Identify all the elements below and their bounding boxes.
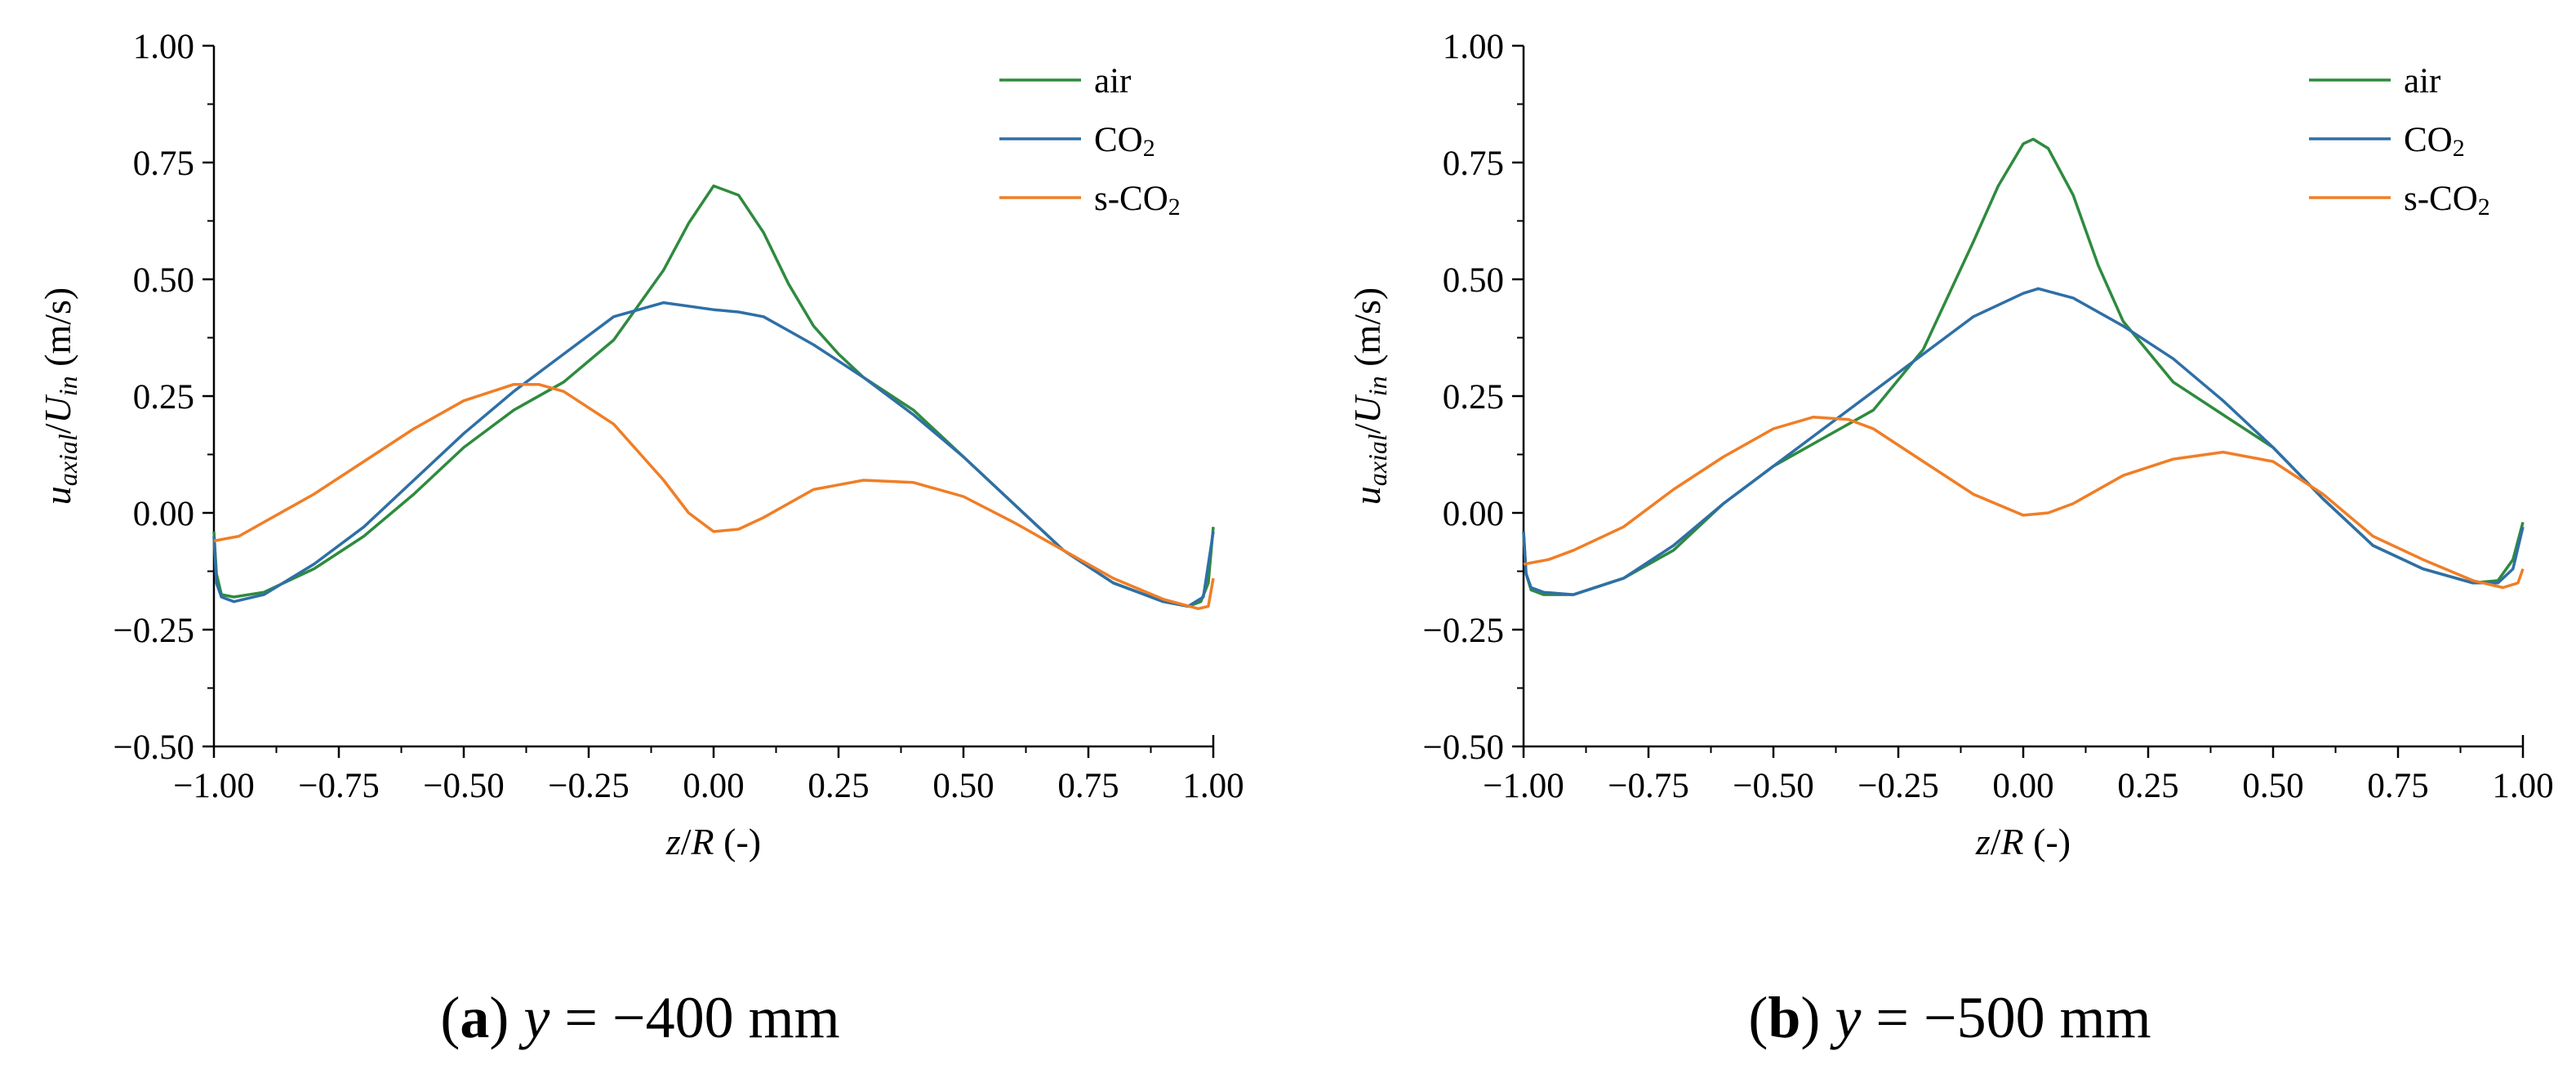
y-axis-label: uaxial/Uin (m/s): [37, 287, 82, 506]
x-tick-label: −1.00: [1483, 767, 1564, 805]
x-axis-label: z/R (-): [1975, 821, 2071, 862]
chart-panel-a: −1.00 −0.75 −0.50 −0.25 0.00 0.25 0.50 0.75 1.00…: [37, 28, 1244, 1050]
x-tick-label: 0.00: [1992, 767, 2053, 805]
panel-caption: (b) y = −500 mm: [1748, 985, 2151, 1050]
y-tick-label: 0.25: [133, 378, 194, 417]
x-tick-label: 0.50: [932, 767, 994, 805]
legend-label: air: [2404, 62, 2440, 100]
y-tick-label: 1.00: [1443, 28, 1504, 66]
x-tick-label: 0.75: [1057, 767, 1119, 805]
y-axis-label: uaxial/Uin (m/s): [1346, 287, 1392, 506]
y-tick-label: 0.75: [1443, 145, 1504, 183]
x-tick-label: −0.25: [1857, 767, 1939, 805]
y-tick-label: 0.00: [1443, 495, 1504, 533]
x-tick-label: 1.00: [2492, 767, 2553, 805]
panel-caption: (a) y = −400 mm: [440, 985, 839, 1050]
series-line-air: [1522, 137, 2525, 596]
series-line-co2: [1522, 287, 2525, 596]
x-axis-label: z/R (-): [665, 821, 761, 862]
series-line-co2: [212, 301, 1215, 608]
y-tick-label: −0.25: [1422, 612, 1504, 650]
legend-label: s-CO2: [1094, 180, 1181, 221]
legend-label: air: [1094, 62, 1131, 100]
x-tick-label: −0.25: [548, 767, 630, 805]
x-tick-label: 0.75: [2367, 767, 2428, 805]
x-tick-label: 0.00: [683, 767, 744, 805]
x-tick-label: −0.75: [1608, 767, 1689, 805]
y-tick-label: 0.50: [1443, 261, 1504, 300]
legend-label: CO2: [2404, 121, 2465, 162]
series-line-s-co2: [213, 382, 1215, 611]
legend-label: s-CO2: [2404, 180, 2490, 221]
x-tick-label: −1.00: [173, 767, 255, 805]
y-tick-label: −0.25: [113, 612, 194, 650]
y-tick-label: 0.25: [1443, 378, 1504, 417]
legend-label: CO2: [1094, 121, 1155, 162]
y-tick-label: 0.50: [133, 261, 194, 300]
x-tick-label: 0.25: [808, 767, 869, 805]
chart-panel-b: −1.00 −0.75 −0.50 −0.25 0.00 0.25 0.50 0.75 1.00…: [1346, 28, 2554, 1050]
x-tick-label: 1.00: [1182, 767, 1244, 805]
y-tick-label: 0.00: [133, 495, 194, 533]
y-tick-label: 0.75: [133, 145, 194, 183]
x-tick-label: 0.25: [2117, 767, 2178, 805]
series-line-air: [212, 184, 1215, 608]
y-tick-label: −0.50: [1422, 728, 1504, 767]
x-tick-label: −0.50: [423, 767, 505, 805]
series-line-s-co2: [1523, 415, 2525, 590]
x-tick-label: −0.75: [298, 767, 380, 805]
y-tick-label: 1.00: [133, 28, 194, 66]
x-tick-label: 0.50: [2242, 767, 2303, 805]
y-tick-label: −0.50: [113, 728, 194, 767]
x-tick-label: −0.50: [1733, 767, 1814, 805]
